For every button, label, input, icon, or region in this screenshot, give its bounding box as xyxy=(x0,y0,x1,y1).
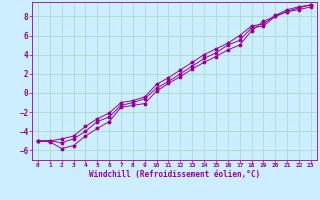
X-axis label: Windchill (Refroidissement éolien,°C): Windchill (Refroidissement éolien,°C) xyxy=(89,170,260,179)
